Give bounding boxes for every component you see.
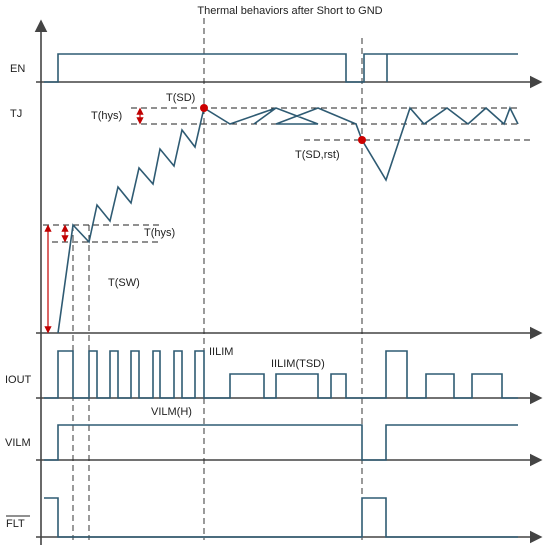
flt-waveform	[44, 497, 518, 538]
en-waveform	[44, 53, 518, 83]
label-iout: IOUT	[5, 374, 32, 386]
label-t-hys-top: T(hys)	[91, 110, 122, 122]
label-en: EN	[10, 63, 25, 75]
label-t-sd-rst: T(SD,rst)	[295, 149, 340, 161]
marker-dot-t-sd	[200, 104, 208, 112]
vilm-waveform	[44, 424, 518, 461]
label-vilm-h: VILM(H)	[151, 406, 192, 418]
label-iilim: IILIM	[209, 346, 233, 358]
diagram-title: Thermal behaviors after Short to GND	[197, 5, 382, 17]
label-flt: FLT	[6, 518, 25, 530]
label-t-sd: T(SD)	[166, 92, 195, 104]
label-t-hys-bottom: T(hys)	[144, 227, 175, 239]
label-iilim-tsd: IILIM(TSD)	[271, 358, 325, 370]
iout-waveform	[44, 350, 518, 399]
marker-dot-t-sd-rst	[358, 136, 366, 144]
tj-waveform	[57, 106, 519, 334]
label-vilm: VILM	[5, 437, 31, 449]
label-t-sw: T(SW)	[108, 277, 140, 289]
label-tj: TJ	[10, 108, 22, 120]
